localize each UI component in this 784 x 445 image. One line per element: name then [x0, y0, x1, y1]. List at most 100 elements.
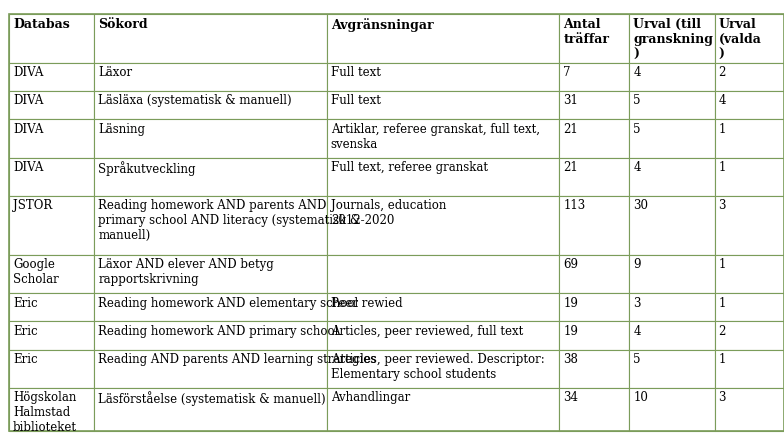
Text: 4: 4 — [633, 66, 641, 79]
Text: Antal
träffar: Antal träffar — [564, 18, 609, 46]
Bar — [714, 196, 784, 255]
Bar — [327, 196, 560, 255]
Text: 2: 2 — [718, 325, 726, 338]
Bar — [630, 388, 714, 432]
Text: Läxor AND elever AND betyg
rapportskrivning: Läxor AND elever AND betyg rapportskrivn… — [98, 258, 274, 286]
Text: 7: 7 — [564, 66, 571, 79]
Bar — [9, 350, 94, 388]
Bar — [327, 293, 560, 321]
Bar — [9, 321, 94, 350]
Text: 5: 5 — [633, 353, 641, 366]
Text: JSTOR: JSTOR — [13, 199, 53, 212]
Text: 5: 5 — [633, 94, 641, 107]
Bar — [714, 63, 784, 91]
Text: Eric: Eric — [13, 325, 38, 338]
Bar — [9, 14, 94, 63]
Text: Läxor: Läxor — [98, 66, 132, 79]
Text: 3: 3 — [718, 391, 726, 404]
Text: Eric: Eric — [13, 296, 38, 310]
Bar — [714, 119, 784, 158]
Bar — [560, 91, 630, 119]
Bar — [560, 321, 630, 350]
Text: DIVA: DIVA — [13, 94, 43, 107]
Bar — [327, 321, 560, 350]
Bar — [9, 196, 94, 255]
Bar — [327, 63, 560, 91]
Text: 1: 1 — [718, 353, 726, 366]
Bar — [630, 293, 714, 321]
Text: 19: 19 — [564, 325, 579, 338]
Bar — [714, 91, 784, 119]
Text: 1: 1 — [718, 161, 726, 174]
Text: 3: 3 — [718, 199, 726, 212]
Text: 10: 10 — [633, 391, 648, 404]
Text: Läsförståelse (systematisk & manuell): Läsförståelse (systematisk & manuell) — [98, 391, 326, 406]
Text: Full text, referee granskat: Full text, referee granskat — [331, 161, 488, 174]
Bar — [94, 350, 327, 388]
Text: 4: 4 — [718, 94, 726, 107]
Text: DIVA: DIVA — [13, 66, 43, 79]
Text: 21: 21 — [564, 122, 578, 136]
Text: Peer rewied: Peer rewied — [331, 296, 402, 310]
Text: 21: 21 — [564, 161, 578, 174]
Bar — [94, 293, 327, 321]
Text: 1: 1 — [718, 296, 726, 310]
Bar — [560, 196, 630, 255]
Text: Avgränsningar: Avgränsningar — [331, 18, 434, 32]
Bar — [560, 14, 630, 63]
Text: Articles, peer reviewed. Descriptor:
Elementary school students: Articles, peer reviewed. Descriptor: Ele… — [331, 353, 545, 381]
Text: 1: 1 — [718, 258, 726, 271]
Bar — [94, 14, 327, 63]
Bar — [9, 388, 94, 432]
Text: 9: 9 — [633, 258, 641, 271]
Text: Urval (till
granskning
): Urval (till granskning ) — [633, 18, 713, 61]
Bar — [630, 255, 714, 293]
Text: Läsning: Läsning — [98, 122, 145, 136]
Bar — [630, 196, 714, 255]
Bar — [714, 158, 784, 196]
Text: 30: 30 — [633, 199, 648, 212]
Text: 2: 2 — [718, 66, 726, 79]
Text: 69: 69 — [564, 258, 579, 271]
Text: Articles, peer reviewed, full text: Articles, peer reviewed, full text — [331, 325, 523, 338]
Bar — [94, 91, 327, 119]
Text: 19: 19 — [564, 296, 579, 310]
Text: Språkutveckling: Språkutveckling — [98, 161, 196, 176]
Text: Databas: Databas — [13, 18, 70, 31]
Bar — [560, 293, 630, 321]
Text: Full text: Full text — [331, 94, 381, 107]
Bar — [560, 158, 630, 196]
Text: DIVA: DIVA — [13, 122, 43, 136]
Text: Reading homework AND parents AND
primary school AND literacy (systematisk &
manu: Reading homework AND parents AND primary… — [98, 199, 361, 243]
Text: Läsläxa (systematisk & manuell): Läsläxa (systematisk & manuell) — [98, 94, 292, 107]
Text: 113: 113 — [564, 199, 586, 212]
Bar — [94, 196, 327, 255]
Bar — [9, 63, 94, 91]
Text: 4: 4 — [633, 161, 641, 174]
Text: 31: 31 — [564, 94, 579, 107]
Bar — [714, 321, 784, 350]
Text: 34: 34 — [564, 391, 579, 404]
Text: Sökord: Sökord — [98, 18, 148, 31]
Bar — [560, 119, 630, 158]
Bar — [630, 119, 714, 158]
Bar — [560, 63, 630, 91]
Bar — [630, 350, 714, 388]
Bar — [327, 350, 560, 388]
Text: Google
Scholar: Google Scholar — [13, 258, 59, 286]
Text: 4: 4 — [633, 325, 641, 338]
Bar — [327, 14, 560, 63]
Bar — [94, 63, 327, 91]
Bar — [327, 91, 560, 119]
Text: Högskolan
Halmstad
biblioteket: Högskolan Halmstad biblioteket — [13, 391, 77, 434]
Text: 5: 5 — [633, 122, 641, 136]
Bar — [9, 255, 94, 293]
Text: Urval
(valda
): Urval (valda ) — [718, 18, 761, 61]
Text: Journals, education
2012-2020: Journals, education 2012-2020 — [331, 199, 446, 227]
Text: Eric: Eric — [13, 353, 38, 366]
Text: Artiklar, referee granskat, full text,
svenska: Artiklar, referee granskat, full text, s… — [331, 122, 540, 150]
Text: 1: 1 — [718, 122, 726, 136]
Bar — [714, 350, 784, 388]
Bar — [327, 158, 560, 196]
Bar — [560, 350, 630, 388]
